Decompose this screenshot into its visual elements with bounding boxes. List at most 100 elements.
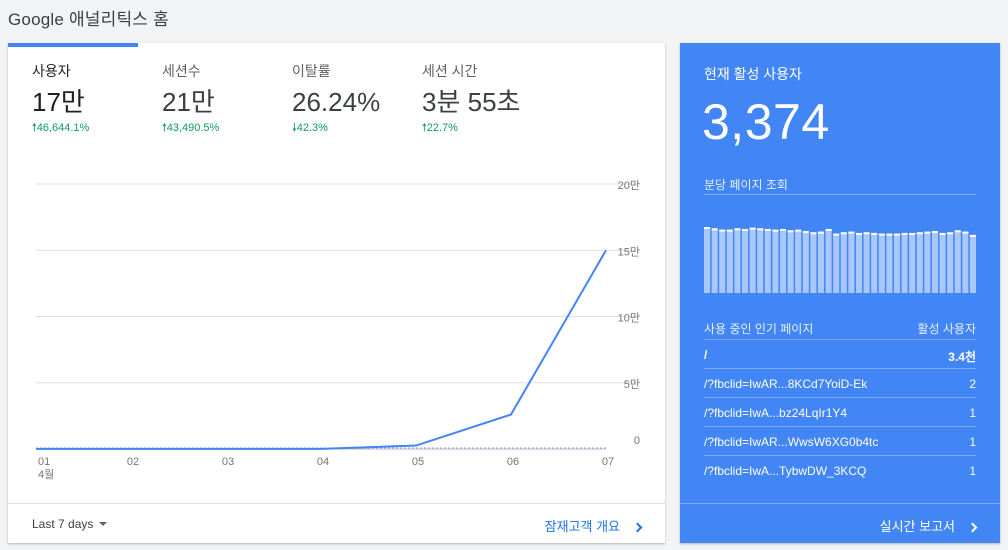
metric-value: 3분 55초 [422,87,521,117]
pageview-bar [749,227,756,293]
popular-page-row[interactable]: /?fbclid=IwAR...8KCd7YoiD-Ek 2 [704,368,976,397]
pageview-bar-cap [802,230,809,233]
pageview-bar-cap [726,229,733,232]
metric-change: 🠕46,644.1% [32,122,90,134]
pageview-bar-cap [939,232,946,235]
metric-tab-bounce-rate[interactable]: 이탈률 26.24% 🠗42.3% [292,61,380,138]
x-tick-label: 02 [127,456,139,468]
pageview-bar-cap [772,229,779,232]
realtime-report-link[interactable]: 실시간 보고서 [880,516,978,535]
pageview-bar-cap [757,228,764,231]
pageview-bar [779,228,787,293]
pageview-bar [886,233,893,293]
audience-overview-link[interactable]: 잠재고객 개요 [545,516,643,535]
metric-change: 🠗42.3% [292,122,328,134]
pageview-bar [954,230,961,293]
page-path: /?fbclid=IwAR...WwsW6XG0b4tc [704,435,879,449]
pageview-bar [916,232,923,293]
pageview-bar [901,232,908,293]
pageview-bar-cap [909,232,916,235]
page-active-users: 1 [969,435,976,449]
metric-change: 🠕22.7% [422,122,458,134]
pageview-bar-cap [969,234,976,237]
pageview-bar [825,228,832,293]
popular-page-row[interactable]: / 3.4천 [704,339,976,368]
pageviews-per-minute-label: 분당 페이지 조회 [704,178,788,192]
y-tick-label: 0 [634,435,640,447]
metric-value: 21만 [162,87,215,117]
pageview-bar [764,228,771,293]
y-tick-label: 10만 [618,312,640,325]
pageview-bar-cap [916,232,923,235]
pageview-bar-cap [779,228,787,231]
popular-page-row[interactable]: /?fbclid=IwA...TybwDW_3KCQ 1 [704,455,976,484]
page-path: /?fbclid=IwA...TybwDW_3KCQ [704,464,867,478]
pageview-bar-cap [924,231,931,234]
pageview-bar-cap [795,229,802,232]
pageview-bar-cap [749,227,756,230]
popular-pages-header: 사용 중인 인기 페이지 활성 사용자 [704,320,976,337]
divider [704,194,976,195]
pageview-bar-cap [787,230,794,233]
users-series-line [35,249,607,450]
pageview-bar [787,230,794,293]
chevron-right-icon [967,522,978,533]
metric-value: 17만 [32,87,85,117]
y-tick-label: 20만 [618,179,640,192]
pageview-bar-cap [893,233,901,236]
pageview-bar [931,230,939,293]
pageview-bar [863,232,870,293]
pageview-bar-cap [871,232,878,235]
page-active-users: 1 [969,406,976,420]
pageview-bar [939,232,946,293]
date-range-dropdown[interactable]: Last 7 days [32,517,108,531]
pageview-bar [969,234,976,293]
pageview-bar [840,232,847,293]
pageview-bar [711,228,718,293]
pageview-bar [878,233,885,293]
pageview-bar-cap [855,232,863,235]
popular-page-row[interactable]: /?fbclid=IwAR...WwsW6XG0b4tc 1 [704,426,976,455]
pageview-bar-cap [954,230,961,233]
x-tick-label: 03 [222,456,234,468]
arrow-up-icon: 🠕 [162,122,167,134]
pageview-bar [855,232,863,293]
popular-pages-label: 사용 중인 인기 페이지 [704,322,814,336]
metric-tab-sessions[interactable]: 세션수 21만 🠕43,490.5% [162,61,219,138]
pageview-bar-cap [840,232,847,235]
page-active-users: 2 [969,377,976,391]
pageview-bar-cap [947,232,954,235]
pageview-bar-cap [711,228,718,231]
metric-label: 세션 시간 [422,63,478,79]
pageview-bar [802,230,809,293]
pageviews-bar-chart [704,227,976,293]
pageview-bar-cap [848,231,855,234]
pageview-bar [757,228,764,293]
pageview-bar-cap [931,230,939,233]
page-active-users: 3.4천 [948,350,976,364]
y-tick-label: 5만 [624,378,640,391]
metric-tab-users[interactable]: 사용자 17만 🠕46,644.1% [32,61,89,138]
pageview-bar [741,228,749,293]
arrow-down-icon: 🠗 [292,122,297,134]
metric-label: 이탈률 [292,63,331,79]
pageview-bar-cap [901,232,908,235]
pageview-bar-cap [878,233,885,236]
pageview-bar [726,229,733,293]
overview-card: 사용자 17만 🠕46,644.1% 세션수 21만 🠕43,490.5% 이탈… [8,43,665,543]
metric-label: 사용자 [32,63,71,79]
metric-tab-session-duration[interactable]: 세션 시간 3분 55초 🠕22.7% [422,61,520,138]
y-tick-label: 15만 [618,245,640,258]
metric-change: 🠕43,490.5% [162,122,220,134]
pageview-bar-cap [810,232,817,235]
popular-page-row[interactable]: /?fbclid=IwA...bz24LqIr1Y4 1 [704,397,976,426]
pageview-bar [817,231,825,293]
card-footer: Last 7 days 잠재고객 개요 [8,503,665,543]
pageview-bar-cap [734,228,741,231]
page-active-users: 1 [969,464,976,478]
pageview-bar [947,232,954,293]
arrow-up-icon: 🠕 [422,122,427,134]
pageview-bar [848,231,855,293]
pageview-bar [909,232,916,293]
pageview-bar-cap [863,232,870,235]
